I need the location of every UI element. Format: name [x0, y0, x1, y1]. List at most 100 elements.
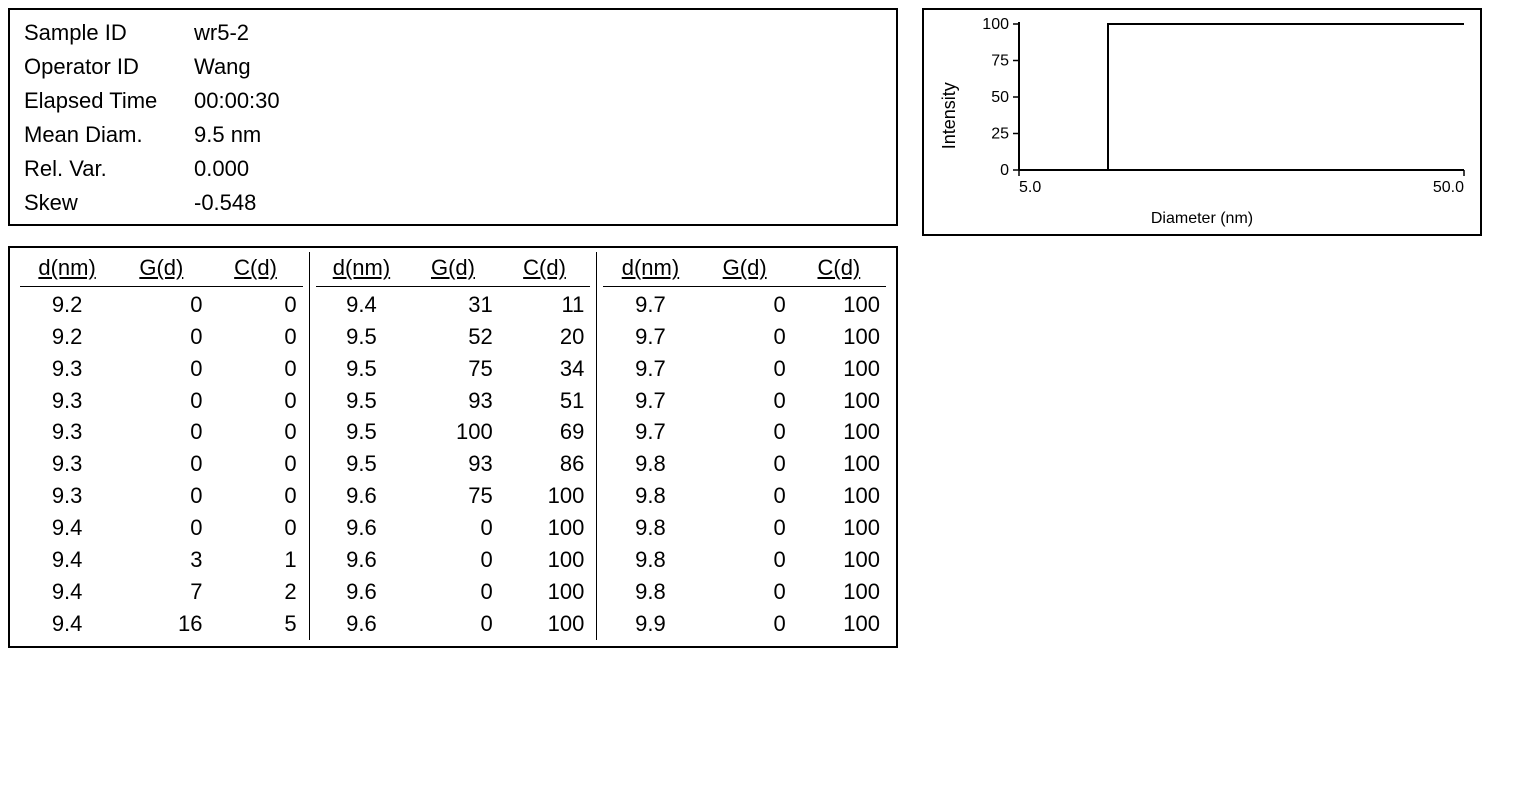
- table-cell: 9.8: [603, 544, 697, 576]
- table-header-row: d(nm)G(d)C(d): [603, 252, 886, 287]
- info-value: 00:00:30: [194, 84, 280, 118]
- table-row: 9.300: [20, 448, 303, 480]
- info-value: wr5-2: [194, 16, 249, 50]
- table-header-cell: d(nm): [20, 252, 114, 284]
- table-cell: 9.4: [316, 289, 408, 321]
- table-cell: 1: [208, 544, 302, 576]
- table-cell: 0: [114, 385, 208, 417]
- info-row: Sample IDwr5-2: [24, 16, 882, 50]
- info-row: Operator IDWang: [24, 50, 882, 84]
- info-label: Skew: [24, 186, 194, 220]
- table-header-cell: d(nm): [316, 252, 408, 284]
- table-cell: 0: [698, 448, 792, 480]
- table-cell: 9.6: [316, 512, 408, 544]
- table-cell: 100: [407, 416, 499, 448]
- table-row: 9.70100: [603, 416, 886, 448]
- table-cell: 9.4: [20, 544, 114, 576]
- table-header-cell: C(d): [792, 252, 886, 284]
- table-row: 9.675100: [316, 480, 591, 512]
- svg-text:100: 100: [982, 16, 1009, 33]
- table-cell: 0: [698, 608, 792, 640]
- table-cell: 100: [792, 480, 886, 512]
- table-cell: 9.4: [20, 576, 114, 608]
- table-cell: 100: [499, 480, 591, 512]
- table-cell: 9.4: [20, 512, 114, 544]
- table-cell: 75: [407, 353, 499, 385]
- table-cell: 5: [208, 608, 302, 640]
- table-header-row: d(nm)G(d)C(d): [20, 252, 303, 287]
- table-cell: 0: [114, 353, 208, 385]
- table-cell: 9.6: [316, 576, 408, 608]
- svg-text:5.0: 5.0: [1019, 179, 1041, 196]
- chart-y-axis-label: Intensity: [939, 82, 960, 149]
- table-row: 9.80100: [603, 512, 886, 544]
- table-row: 9.90100: [603, 608, 886, 640]
- table-cell: 31: [407, 289, 499, 321]
- table-cell: 100: [499, 512, 591, 544]
- svg-text:50.0: 50.0: [1433, 179, 1464, 196]
- table-row: 9.70100: [603, 353, 886, 385]
- table-cell: 0: [114, 416, 208, 448]
- table-row: 9.59386: [316, 448, 591, 480]
- table-cell: 9.2: [20, 289, 114, 321]
- table-cell: 11: [499, 289, 591, 321]
- svg-text:25: 25: [991, 126, 1009, 143]
- table-header-cell: G(d): [407, 252, 499, 284]
- info-value: 9.5 nm: [194, 118, 261, 152]
- table-cell: 9.3: [20, 385, 114, 417]
- table-cell: 100: [792, 321, 886, 353]
- table-cell: 86: [499, 448, 591, 480]
- info-row: Skew-0.548: [24, 186, 882, 220]
- table-cell: 2: [208, 576, 302, 608]
- table-cell: 100: [792, 353, 886, 385]
- table-cell: 9.3: [20, 416, 114, 448]
- table-header-cell: C(d): [499, 252, 591, 284]
- table-cell: 9.5: [316, 416, 408, 448]
- table-column-block: d(nm)G(d)C(d)9.431119.552209.575349.5935…: [309, 252, 598, 640]
- table-cell: 9.3: [20, 353, 114, 385]
- info-value: Wang: [194, 50, 251, 84]
- table-row: 9.43111: [316, 289, 591, 321]
- table-cell: 51: [499, 385, 591, 417]
- table-row: 9.60100: [316, 576, 591, 608]
- table-cell: 9.7: [603, 416, 697, 448]
- info-row: Mean Diam.9.5 nm: [24, 118, 882, 152]
- chart-x-axis-label: Diameter (nm): [924, 210, 1480, 228]
- table-row: 9.431: [20, 544, 303, 576]
- table-cell: 0: [208, 385, 302, 417]
- table-row: 9.55220: [316, 321, 591, 353]
- table-cell: 9.7: [603, 385, 697, 417]
- table-row: 9.510069: [316, 416, 591, 448]
- table-cell: 9.8: [603, 576, 697, 608]
- table-cell: 0: [407, 512, 499, 544]
- table-cell: 9.8: [603, 448, 697, 480]
- table-row: 9.300: [20, 480, 303, 512]
- table-row: 9.80100: [603, 576, 886, 608]
- table-cell: 100: [792, 448, 886, 480]
- table-row: 9.59351: [316, 385, 591, 417]
- table-row: 9.80100: [603, 480, 886, 512]
- table-cell: 100: [792, 416, 886, 448]
- table-cell: 0: [698, 480, 792, 512]
- table-cell: 52: [407, 321, 499, 353]
- svg-text:75: 75: [991, 53, 1009, 70]
- table-cell: 0: [114, 512, 208, 544]
- table-cell: 7: [114, 576, 208, 608]
- table-cell: 20: [499, 321, 591, 353]
- distribution-table: d(nm)G(d)C(d)9.2009.2009.3009.3009.3009.…: [8, 246, 898, 648]
- table-cell: 9.3: [20, 448, 114, 480]
- table-cell: 9.9: [603, 608, 697, 640]
- table-cell: 0: [698, 512, 792, 544]
- table-cell: 9.5: [316, 321, 408, 353]
- table-cell: 0: [208, 512, 302, 544]
- sample-info-panel: Sample IDwr5-2Operator IDWangElapsed Tim…: [8, 8, 898, 226]
- table-header-row: d(nm)G(d)C(d): [316, 252, 591, 287]
- table-cell: 100: [792, 544, 886, 576]
- table-cell: 0: [114, 480, 208, 512]
- table-header-cell: G(d): [114, 252, 208, 284]
- info-label: Mean Diam.: [24, 118, 194, 152]
- table-cell: 9.6: [316, 544, 408, 576]
- table-column-block: d(nm)G(d)C(d)9.701009.701009.701009.7010…: [597, 252, 886, 640]
- table-cell: 0: [698, 289, 792, 321]
- table-cell: 9.7: [603, 289, 697, 321]
